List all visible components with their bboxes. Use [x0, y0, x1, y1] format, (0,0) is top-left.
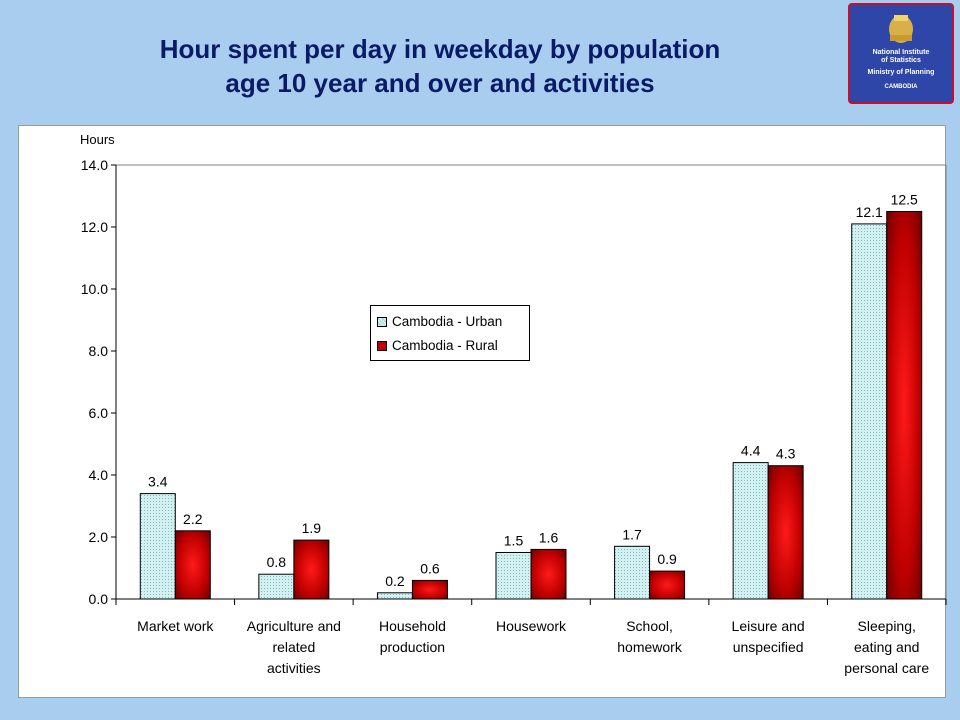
- y-tick-label: 4.0: [89, 467, 109, 483]
- bar-rural: [767, 465, 804, 600]
- x-tick-label: unspecified: [733, 639, 804, 655]
- bar-urban: [732, 462, 769, 600]
- legend-swatch-rural: [377, 341, 387, 351]
- bar-rural: [530, 548, 567, 600]
- bar-urban: [258, 573, 295, 600]
- x-tick-label: activities: [267, 660, 321, 676]
- bar-urban: [139, 493, 176, 600]
- x-tick-label: related: [272, 639, 315, 655]
- legend-label-rural: Cambodia - Rural: [392, 338, 498, 353]
- legend-label-urban: Cambodia - Urban: [392, 314, 503, 329]
- data-label: 12.1: [856, 204, 883, 220]
- data-label: 1.7: [622, 526, 642, 542]
- logo-line-2: of Statistics: [881, 57, 921, 64]
- x-tick-label: Household: [379, 618, 446, 634]
- bar-urban: [376, 592, 413, 600]
- bar-urban: [851, 223, 888, 600]
- y-tick-label: 2.0: [89, 529, 109, 545]
- title-line-1: Hour spent per day in weekday by populat…: [159, 34, 721, 64]
- x-tick-label: Market work: [137, 618, 214, 634]
- chart-panel: [18, 125, 946, 698]
- nis-logo: National Institute of Statistics Ministr…: [848, 3, 954, 104]
- data-label: 0.2: [385, 573, 405, 589]
- x-tick-label: Housework: [496, 618, 567, 634]
- x-tick-label: School,: [626, 618, 673, 634]
- data-label: 12.5: [891, 192, 918, 208]
- data-label: 3.4: [148, 474, 168, 490]
- title-line-2: age 10 year and over and activities: [225, 68, 655, 98]
- data-label: 1.9: [302, 520, 322, 536]
- slide-title: Hour spent per day in weekday by populat…: [40, 32, 840, 100]
- data-label: 4.4: [741, 443, 761, 459]
- data-label: 0.8: [267, 554, 287, 570]
- bar-rural: [649, 570, 686, 600]
- data-label: 2.2: [183, 511, 203, 527]
- chart-bars: [139, 211, 923, 600]
- data-label: 0.6: [420, 560, 440, 576]
- y-axis-title: Hours: [80, 132, 115, 147]
- bar-rural: [174, 530, 211, 600]
- x-tick-label: Sleeping,: [858, 618, 916, 634]
- logo-line-3: Ministry of Planning: [867, 69, 935, 76]
- data-label: 0.9: [657, 551, 677, 567]
- bar-urban: [614, 545, 651, 600]
- x-tick-label: Leisure and: [732, 618, 805, 634]
- chart-labels: 0.0 2.0 4.0 6.0 8.0 10.0 12.0 14.0 Market work 3.…: [81, 157, 930, 676]
- emblem-icon: [889, 15, 913, 43]
- chart-grid: [111, 164, 947, 605]
- y-tick-label: 14.0: [81, 157, 108, 173]
- x-tick-label: Agriculture and: [247, 618, 341, 634]
- legend-swatch-urban: [377, 317, 387, 327]
- data-label: 1.6: [539, 529, 559, 545]
- y-tick-label: 8.0: [89, 343, 109, 359]
- logo-line-4: CAMBODIA: [884, 84, 918, 90]
- x-tick-label: eating and: [854, 639, 919, 655]
- x-tick-label: personal care: [844, 660, 929, 676]
- bar-rural: [293, 539, 330, 600]
- bar-urban: [495, 552, 532, 600]
- data-label: 4.3: [776, 446, 796, 462]
- logo-line-1: National Institute: [872, 49, 930, 56]
- data-label: 1.5: [504, 533, 524, 549]
- chart-legend: Cambodia - Urban Cambodia - Rural: [370, 305, 530, 361]
- x-tick-label: production: [380, 639, 445, 655]
- y-tick-label: 10.0: [81, 281, 108, 297]
- bar-rural: [886, 211, 923, 600]
- bar-rural: [411, 579, 448, 600]
- y-tick-label: 12.0: [81, 219, 108, 235]
- y-tick-label: 0.0: [89, 591, 109, 607]
- x-tick-label: homework: [617, 639, 683, 655]
- y-tick-label: 6.0: [89, 405, 109, 421]
